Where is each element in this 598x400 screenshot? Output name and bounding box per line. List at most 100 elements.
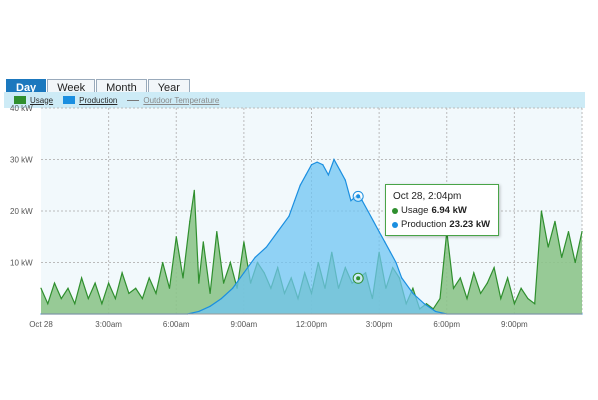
production-point (293, 200, 296, 202)
usage-point (581, 231, 583, 233)
usage-point (459, 277, 461, 279)
range-tabs: Day Week Month Year (6, 79, 191, 96)
production-point (395, 261, 397, 264)
tab-day[interactable]: Day (6, 79, 47, 96)
tab-week[interactable]: Week (47, 79, 96, 96)
axes: Oct 28 3:00am 6:00am 9:00am 12:00pm 3:00pm 6:0… (10, 104, 582, 329)
y-tick-label: 20 kW (10, 207, 33, 216)
y-tick-label: 40 kW (10, 104, 33, 113)
usage-point (243, 241, 245, 243)
usage-dot (392, 207, 398, 214)
usage-point (148, 277, 150, 279)
usage-point (108, 282, 110, 284)
production-point (265, 246, 268, 248)
tooltip-title: Oct 28, 2:04pm (393, 191, 462, 202)
usage-point (513, 303, 515, 305)
legend-temperature-label: Outdoor Temperature (143, 95, 220, 105)
production-point (299, 184, 301, 186)
usage-area (41, 190, 582, 314)
tab-year[interactable]: Year (147, 79, 190, 96)
production-point (378, 231, 380, 233)
usage-point (534, 303, 536, 305)
tab-month[interactable]: Month (96, 79, 147, 96)
usage-point (574, 261, 576, 264)
usage-point (67, 287, 69, 289)
usage-point (141, 297, 144, 300)
tooltip-usage-label: Usage (401, 205, 429, 216)
production-point (277, 231, 279, 233)
production-point (412, 292, 414, 294)
production-point (220, 297, 222, 300)
usage-point (425, 303, 428, 305)
production-swatch (63, 96, 76, 104)
tooltip: Oct 28, 2:04pm Usage 6.94 kW Production … (385, 184, 499, 236)
production-point (305, 174, 307, 176)
usage-point (229, 261, 231, 264)
x-tick-label: 3:00am (95, 320, 122, 329)
usage-point (561, 256, 563, 258)
production-point (327, 174, 330, 176)
legend-usage-label: Usage (30, 95, 54, 105)
usage-point (80, 277, 83, 279)
production-point (322, 164, 324, 166)
x-tick-label: 6:00pm (433, 320, 460, 329)
usage-point (486, 282, 488, 284)
legend-usage[interactable]: Usage (14, 96, 53, 105)
production-point (243, 272, 245, 274)
production-hover-dot (356, 194, 361, 199)
usage-point (198, 282, 200, 284)
usage-swatch (14, 96, 26, 104)
usage-point (216, 231, 218, 233)
usage-point (507, 277, 509, 279)
usage-point (567, 231, 570, 233)
legend-temperature[interactable]: Outdoor Temperature (127, 96, 219, 105)
x-tick-label: 12:00pm (296, 320, 327, 329)
usage-point (439, 297, 441, 300)
production-point (344, 179, 346, 181)
production-point (372, 220, 375, 222)
usage-point (547, 246, 549, 248)
usage-point (101, 303, 103, 305)
usage-point (202, 241, 204, 243)
usage-point (121, 272, 123, 274)
usage-point (554, 220, 556, 222)
production-point (333, 158, 335, 161)
usage-point (155, 292, 157, 294)
usage-point (128, 292, 130, 294)
tooltip-production-value: 23.23 kW (449, 219, 491, 230)
tooltip-usage-value: 6.94 kW (431, 205, 467, 216)
production-point (350, 200, 352, 202)
usage-point (87, 297, 89, 300)
x-tick-label: Oct 28 (29, 320, 53, 329)
production-point (401, 277, 403, 279)
x-tick-label: 9:00pm (501, 320, 528, 329)
production-point (434, 310, 437, 313)
production-line (41, 158, 582, 315)
tooltip-production-row: Production 23.23 kW (392, 219, 490, 230)
tooltip-usage-row: Usage 6.94 kW (392, 205, 467, 216)
legend-production[interactable]: Production (63, 96, 117, 105)
usage-point (40, 287, 42, 289)
usage-point (182, 277, 184, 279)
usage-point (193, 189, 195, 191)
usage-point (222, 282, 225, 284)
production-point (367, 210, 369, 212)
hover-markers (352, 190, 364, 284)
usage-point (94, 282, 96, 284)
legend-bar: Usage Production Outdoor Temperature (4, 92, 585, 108)
production-dot (392, 221, 398, 228)
production-area (41, 159, 582, 314)
y-tick-label: 10 kW (10, 259, 33, 268)
usage-point (520, 287, 522, 289)
production-point (316, 161, 318, 163)
usage-point (60, 297, 62, 300)
production-point (423, 303, 425, 305)
production-point (339, 169, 341, 171)
usage-point (135, 287, 137, 289)
usage-point (53, 282, 56, 284)
production-point (254, 256, 256, 258)
legend-production-label: Production (79, 95, 118, 105)
usage-point (162, 261, 164, 264)
production-point (198, 310, 200, 313)
usage-point (500, 297, 502, 300)
